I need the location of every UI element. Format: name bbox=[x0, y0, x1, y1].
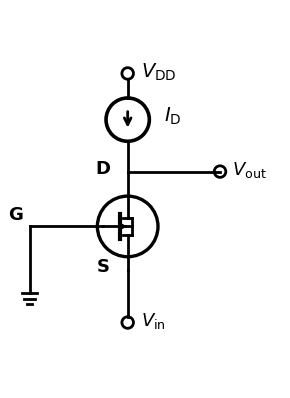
Text: $V_{\mathrm{DD}}$: $V_{\mathrm{DD}}$ bbox=[141, 61, 176, 83]
Text: S: S bbox=[97, 258, 110, 276]
Text: $V_{\mathrm{in}}$: $V_{\mathrm{in}}$ bbox=[141, 311, 165, 331]
Text: G: G bbox=[8, 206, 23, 224]
Text: D: D bbox=[96, 160, 111, 178]
Text: $V_{\mathrm{out}}$: $V_{\mathrm{out}}$ bbox=[232, 160, 266, 180]
Text: $I_{\mathrm{D}}$: $I_{\mathrm{D}}$ bbox=[164, 106, 181, 127]
